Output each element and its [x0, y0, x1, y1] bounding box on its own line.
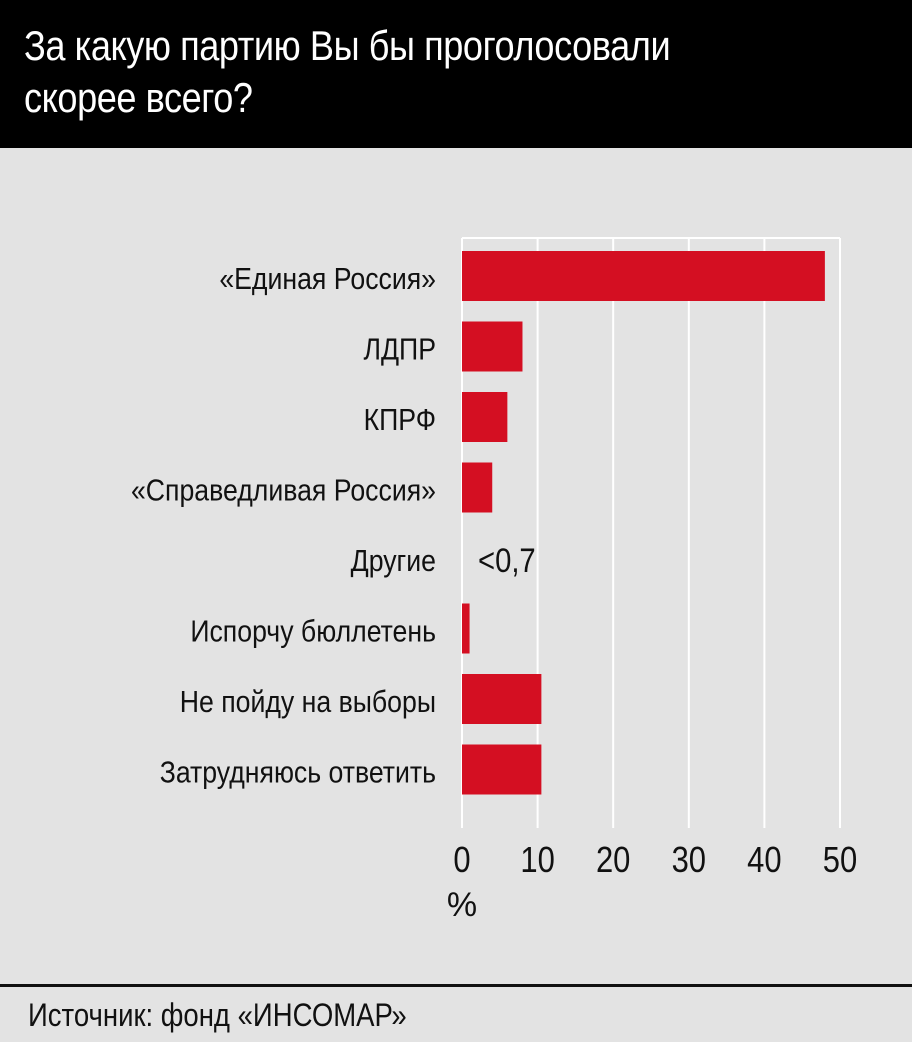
bar: [462, 744, 542, 795]
bar: [462, 321, 523, 372]
x-axis-label: %: [447, 886, 477, 924]
category-label: КПРФ: [364, 403, 436, 437]
chart-title: За какую партию Вы бы проголосовали скор…: [24, 22, 671, 121]
bar: [462, 674, 542, 724]
source-note: Источник: фонд «ИНСОМАР»: [28, 997, 407, 1033]
category-label: «Справедливая Россия»: [131, 474, 436, 508]
category-label: Затрудняюсь ответить: [160, 756, 436, 790]
x-tick-label: 20: [596, 841, 630, 881]
chart-footer: Источник: фонд «ИНСОМАР»: [0, 984, 912, 1042]
bar-chart: «Единая Россия» ЛДПР КПРФ «Справедливая Рос…: [131, 237, 857, 924]
x-tick-label: 0: [453, 841, 470, 881]
x-tick-label: 30: [672, 841, 706, 881]
bar: [462, 251, 825, 301]
bar: [462, 462, 493, 513]
x-tick-label: 50: [823, 841, 857, 881]
category-label: «Единая Россия»: [219, 262, 436, 296]
category-label: Другие: [351, 544, 436, 578]
category-label: Испорчу бюллетень: [190, 615, 436, 649]
chart-area: «Единая Россия» ЛДПР КПРФ «Справедливая Рос…: [0, 148, 912, 984]
bar: [462, 392, 508, 442]
x-tick-label: 40: [747, 841, 781, 881]
bar: [462, 603, 470, 654]
category-label: Не пойду на выборы: [180, 685, 436, 719]
data-label: <0,7: [478, 541, 536, 580]
category-label: ЛДПР: [364, 333, 436, 367]
x-tick-label: 10: [520, 841, 554, 881]
chart-header: За какую партию Вы бы проголосовали скор…: [0, 0, 912, 148]
